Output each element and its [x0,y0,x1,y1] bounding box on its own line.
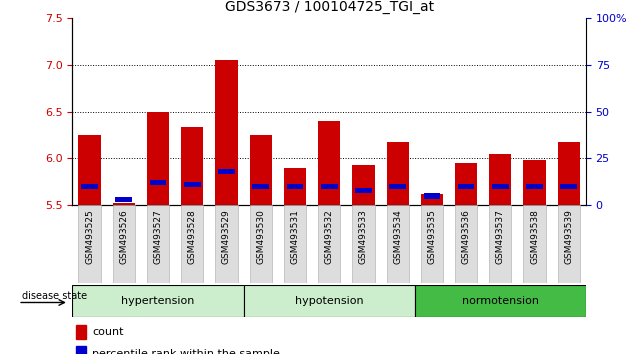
Text: GSM493537: GSM493537 [496,209,505,264]
Bar [215,205,238,283]
Bar [558,205,580,283]
Bar [284,168,306,205]
Bar [526,184,543,189]
Bar [81,184,98,189]
Bar [76,346,86,354]
Bar [253,184,269,189]
Text: GSM493536: GSM493536 [462,209,471,264]
Bar [561,184,577,189]
Bar [79,205,101,283]
Bar [455,205,477,283]
Bar [287,184,303,189]
Bar [113,204,135,205]
Bar [113,205,135,283]
Bar [115,197,132,202]
Bar [352,165,374,205]
Bar [318,205,340,283]
Bar [455,163,477,205]
Bar [72,285,244,317]
Bar [355,188,372,193]
Bar [490,154,512,205]
Bar [218,169,235,174]
Bar [321,184,338,189]
Text: GSM493538: GSM493538 [530,209,539,264]
Text: GSM493528: GSM493528 [188,209,197,264]
Bar [215,60,238,205]
Bar [524,160,546,205]
Bar [490,205,512,283]
Bar [387,205,409,283]
Bar [387,142,409,205]
Bar [284,205,306,283]
Text: GSM493527: GSM493527 [154,209,163,264]
Text: count: count [93,327,124,337]
Text: GSM493530: GSM493530 [256,209,265,264]
Bar [79,135,101,205]
Bar [181,205,203,283]
Text: percentile rank within the sample: percentile rank within the sample [93,348,280,354]
Bar [558,142,580,205]
Bar [249,135,272,205]
Bar [150,180,166,185]
Title: GDS3673 / 100104725_TGI_at: GDS3673 / 100104725_TGI_at [225,0,433,14]
Text: GSM493533: GSM493533 [359,209,368,264]
Bar [147,112,169,205]
Text: GSM493535: GSM493535 [427,209,437,264]
Text: GSM493532: GSM493532 [324,209,334,264]
Bar [415,285,586,317]
Text: GSM493529: GSM493529 [222,209,231,264]
Text: GSM493534: GSM493534 [393,209,402,264]
Bar [76,325,86,339]
Text: GSM493525: GSM493525 [85,209,94,264]
Bar [184,182,200,187]
Bar [318,121,340,205]
Bar [458,184,474,189]
Bar [147,205,169,283]
Bar [352,205,374,283]
Bar [524,205,546,283]
Bar [421,205,443,283]
Text: GSM493526: GSM493526 [119,209,129,264]
Text: hypertension: hypertension [122,296,195,306]
Bar [421,194,443,205]
Bar [249,205,272,283]
Bar [423,193,440,199]
Text: hypotension: hypotension [295,296,364,306]
Bar [181,127,203,205]
Text: GSM493539: GSM493539 [564,209,573,264]
Bar [389,184,406,189]
Text: disease state: disease state [21,291,87,301]
Bar [492,184,508,189]
Bar [244,285,415,317]
Text: normotension: normotension [462,296,539,306]
Text: GSM493531: GSM493531 [290,209,299,264]
